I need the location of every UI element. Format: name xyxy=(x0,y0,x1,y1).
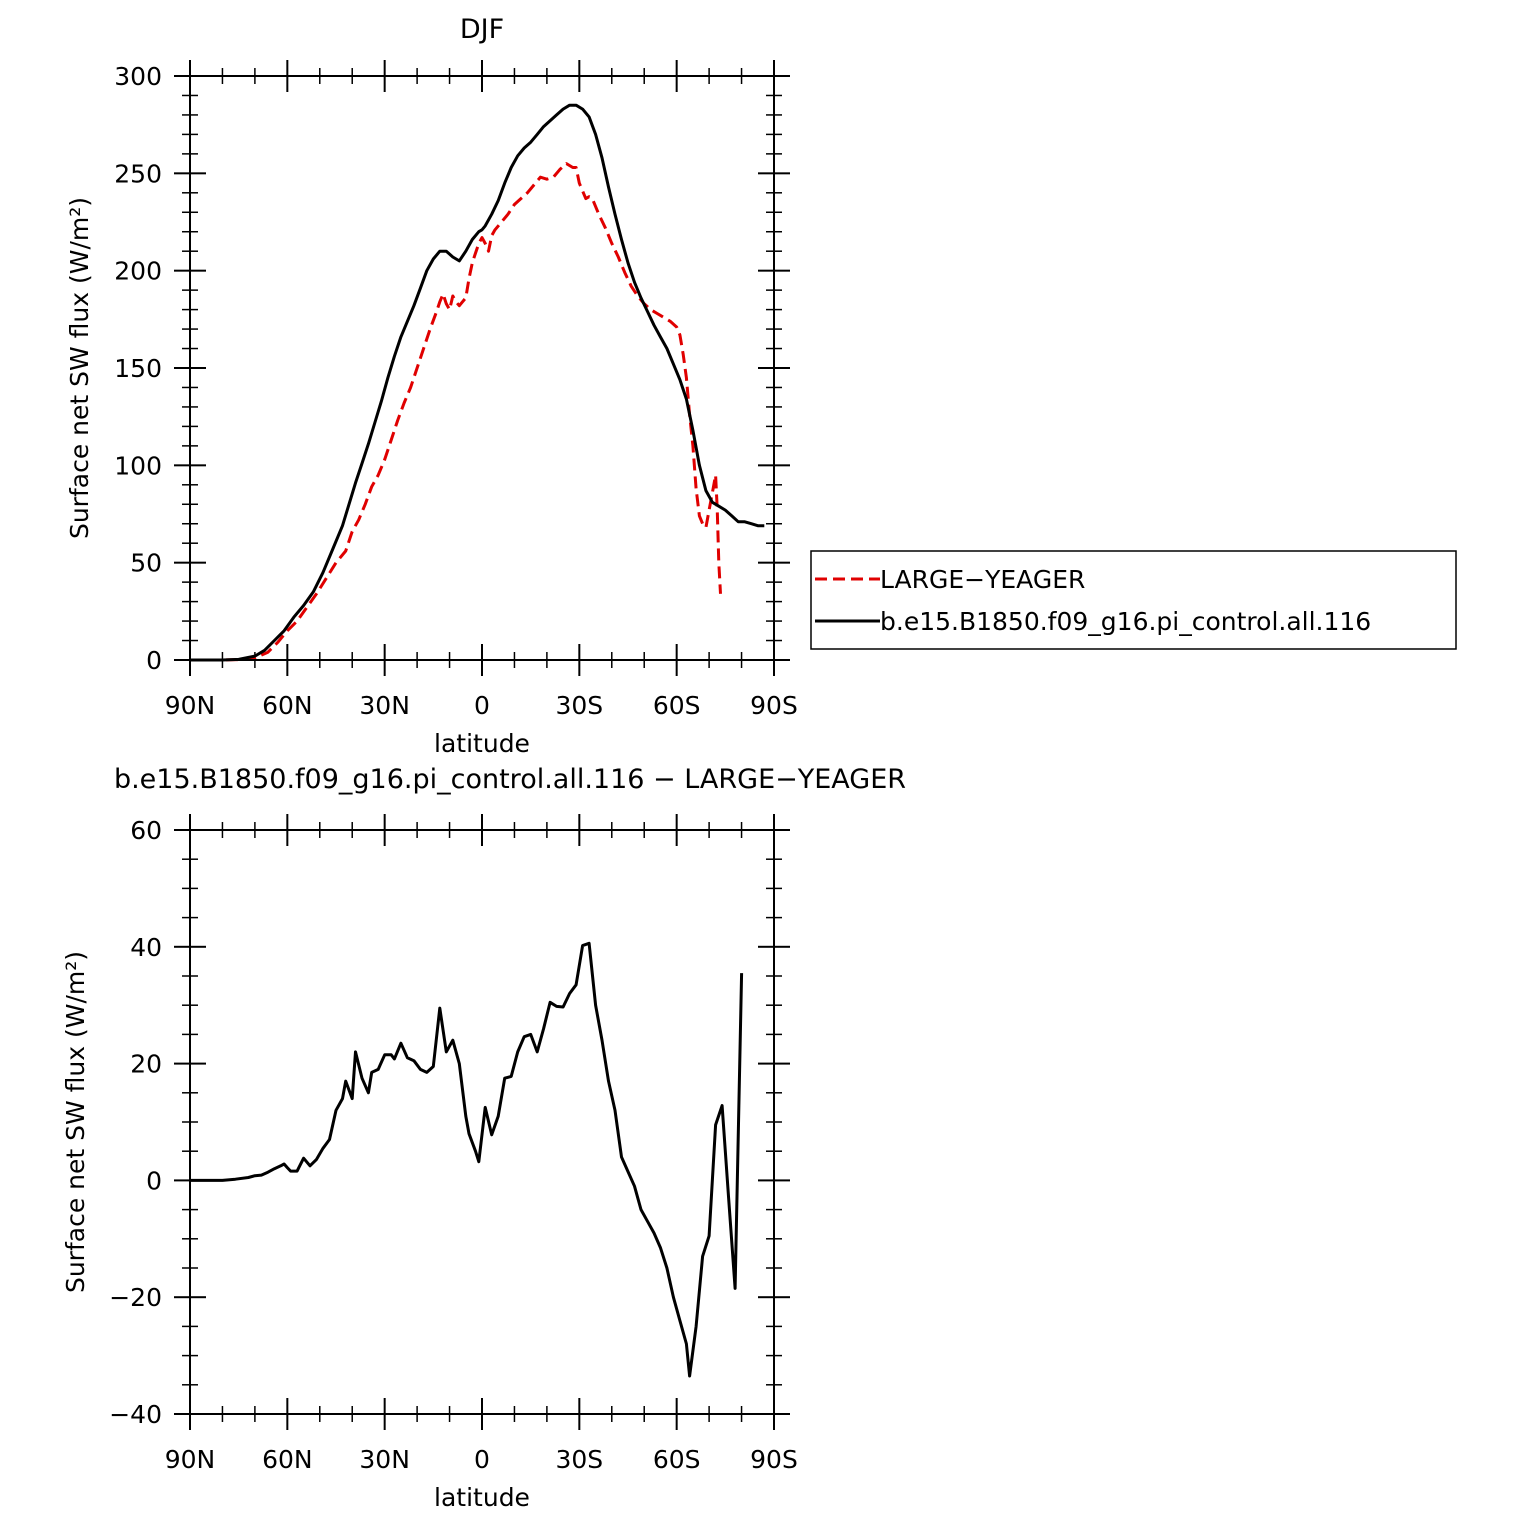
bottom-chart-tick-labels: 90N 60N 30N 0 30S 60S 90S −40 −20 0 20 40 60 xyxy=(109,816,798,1474)
bottom-chart-series-line-0 xyxy=(190,941,744,1378)
bottom-chart-difference: b.e15.B1850.f09_g16.pi_control.all.116 −… xyxy=(61,764,906,1512)
top-chart-x-tick-label: 60S xyxy=(653,691,701,720)
bottom-chart-y-tick-label: 20 xyxy=(130,1050,162,1079)
top-chart-x-tick-label: 30N xyxy=(359,691,410,720)
bottom-chart-xlabel: latitude xyxy=(434,1483,530,1512)
top-chart-djf: DJF 90N 60N 30N 0 30S 60S 90S 0 50 100 150 200 250 30… xyxy=(65,14,798,758)
top-chart-y-tick-label: 300 xyxy=(114,62,162,91)
top-chart-legend: LARGE−YEAGER b.e15.B1850.f09_g16.pi_cont… xyxy=(810,550,1457,650)
top-chart-tick-labels: 90N 60N 30N 0 30S 60S 90S 0 50 100 150 200 250 300 xyxy=(114,62,798,720)
legend-label-control: b.e15.B1850.f09_g16.pi_control.all.116 xyxy=(880,607,1371,636)
top-chart-series xyxy=(190,103,765,662)
top-chart-y-tick-label: 50 xyxy=(130,549,162,578)
top-chart-x-tick-label: 90N xyxy=(165,691,216,720)
bottom-chart-y-tick-label: −20 xyxy=(109,1283,162,1312)
top-chart-x-tick-label: 60N xyxy=(262,691,313,720)
bottom-chart-ylabel: Surface net SW flux (W/m²) xyxy=(61,951,90,1293)
top-chart-y-tick-label: 250 xyxy=(114,159,162,188)
top-chart-y-tick-label: 200 xyxy=(114,257,162,286)
top-chart-frame xyxy=(189,75,775,661)
bottom-chart-x-tick-label: 0 xyxy=(474,1445,490,1474)
top-chart-y-tick-label: 150 xyxy=(114,354,162,383)
legend-label-large-yeager: LARGE−YEAGER xyxy=(880,565,1085,594)
top-chart-xlabel: latitude xyxy=(434,729,530,758)
bottom-chart-y-tick-label: 0 xyxy=(146,1166,162,1195)
top-chart-y-tick-label: 0 xyxy=(146,646,162,675)
bottom-chart-series xyxy=(190,941,744,1378)
top-chart-series-line-0 xyxy=(190,162,722,662)
top-chart-ticks xyxy=(174,60,790,676)
top-chart-series-line-1 xyxy=(190,103,765,662)
bottom-chart-x-tick-label: 30S xyxy=(555,1445,603,1474)
top-chart-x-tick-label: 0 xyxy=(474,691,490,720)
top-chart-x-tick-label: 90S xyxy=(750,691,798,720)
bottom-chart-x-tick-label: 90S xyxy=(750,1445,798,1474)
top-chart-title: DJF xyxy=(460,14,504,45)
bottom-chart-frame xyxy=(189,829,775,1415)
bottom-chart-y-tick-label: 60 xyxy=(130,816,162,845)
bottom-chart-title: b.e15.B1850.f09_g16.pi_control.all.116 −… xyxy=(114,764,906,795)
bottom-chart-x-tick-label: 60N xyxy=(262,1445,313,1474)
legend-box xyxy=(810,550,1457,650)
bottom-chart-x-tick-label: 90N xyxy=(165,1445,216,1474)
bottom-chart-y-tick-label: −40 xyxy=(109,1400,162,1429)
top-chart-x-tick-label: 30S xyxy=(555,691,603,720)
bottom-chart-x-tick-label: 60S xyxy=(653,1445,701,1474)
bottom-chart-y-tick-label: 40 xyxy=(130,933,162,962)
bottom-chart-x-tick-label: 30N xyxy=(359,1445,410,1474)
top-chart-ylabel: Surface net SW flux (W/m²) xyxy=(65,197,94,539)
top-chart-y-tick-label: 100 xyxy=(114,451,162,480)
